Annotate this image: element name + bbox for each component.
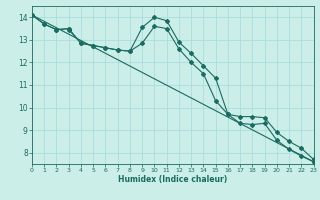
X-axis label: Humidex (Indice chaleur): Humidex (Indice chaleur)	[118, 175, 228, 184]
